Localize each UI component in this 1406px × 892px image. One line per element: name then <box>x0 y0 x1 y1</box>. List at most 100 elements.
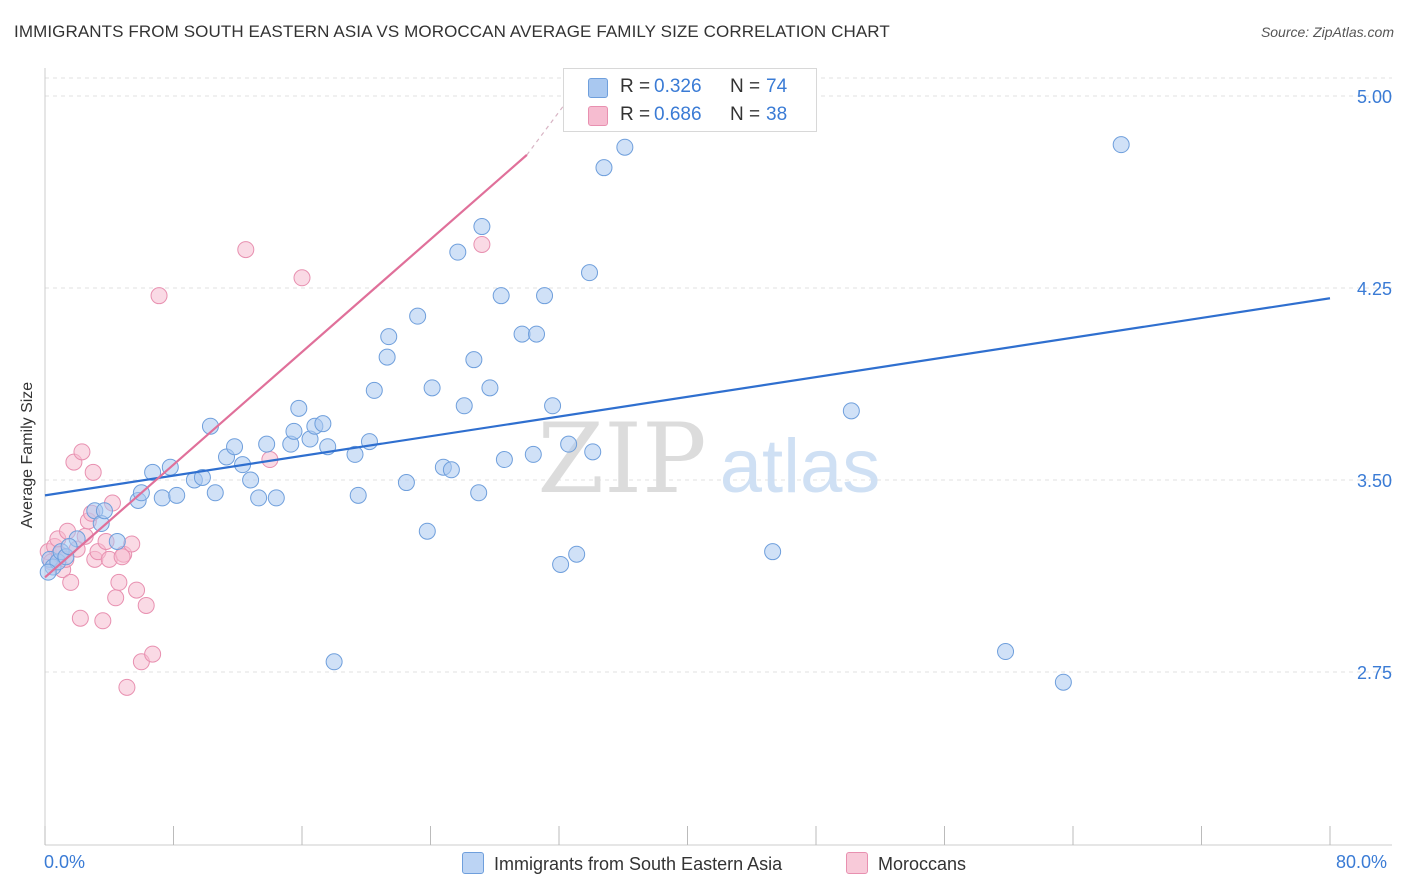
asia-point <box>481 379 499 397</box>
asia-point <box>226 438 244 456</box>
asia-point <box>168 486 186 504</box>
axes <box>44 68 1392 846</box>
legend-swatch-asia <box>588 78 608 98</box>
asia-point <box>250 489 268 507</box>
asia-point <box>842 402 860 420</box>
moroccans-point <box>73 443 91 461</box>
asia-point <box>418 522 436 540</box>
grid-lines <box>45 77 1392 673</box>
asia-point <box>616 138 634 156</box>
asia-point <box>560 435 578 453</box>
moroccans-point <box>473 235 491 253</box>
moroccans-point <box>71 609 89 627</box>
asia-point <box>397 474 415 492</box>
asia-point <box>595 159 613 177</box>
moroccans-point <box>110 573 128 591</box>
y-axis-label: Average Family Size <box>19 381 36 529</box>
asia-point <box>153 489 171 507</box>
asia-point <box>39 563 57 581</box>
moroccans-point <box>118 678 136 696</box>
asia-trend-line <box>44 297 1331 497</box>
moroccans-point <box>137 596 155 614</box>
asia-point <box>513 325 531 343</box>
chart-title: IMMIGRANTS FROM SOUTH EASTERN ASIA VS MO… <box>14 22 890 41</box>
asia-point <box>378 348 396 366</box>
watermark-atlas: atlas <box>720 424 881 509</box>
bottom-legend-swatch-asia <box>462 852 484 874</box>
asia-point <box>473 218 491 236</box>
source-note: Source: ZipAtlas.com <box>1260 24 1394 40</box>
trend-lines <box>44 100 1331 579</box>
x-min-label: 0.0% <box>44 852 86 872</box>
asia-point <box>492 287 510 305</box>
moroccans-point <box>150 287 168 305</box>
asia-point <box>544 397 562 415</box>
moroccans-point <box>62 573 80 591</box>
asia-point <box>536 287 554 305</box>
asia-point <box>365 381 383 399</box>
asia-point <box>258 435 276 453</box>
moroccans-point <box>237 241 255 259</box>
moroccans-point <box>84 463 102 481</box>
asia-point <box>193 468 211 486</box>
asia-point <box>206 484 224 502</box>
asia-point <box>568 545 586 563</box>
legend-n-label: N = <box>730 76 761 97</box>
asia-point <box>423 379 441 397</box>
asia-point <box>552 555 570 573</box>
bottom-legend-label-moroccans: Moroccans <box>878 854 967 874</box>
bottom-legend-moroccans: Moroccans <box>846 852 966 875</box>
watermark-zip: ZIP <box>537 403 706 515</box>
stats-legend: R = 0.326 N = 74 R = 0.686 N = 38 <box>563 68 817 132</box>
asia-point <box>495 451 513 469</box>
asia-point <box>380 328 398 346</box>
asia-point <box>60 538 78 556</box>
legend-r-value: 0.326 <box>654 76 702 97</box>
asia-point <box>997 643 1015 661</box>
y-tick-labels: 2.75 3.50 4.25 5.00 <box>1357 87 1392 683</box>
legend-n-value: 38 <box>766 104 788 125</box>
y-tick-label: 5.00 <box>1357 87 1392 107</box>
asia-point <box>584 443 602 461</box>
legend-swatch-moroccans <box>588 106 608 126</box>
asia-point <box>349 486 367 504</box>
asia-point <box>267 489 285 507</box>
y-tick-label: 3.50 <box>1357 471 1392 491</box>
asia-point <box>108 532 126 550</box>
moroccans-trend-line <box>44 154 528 579</box>
asia-point <box>1054 673 1072 691</box>
x-max-label: 80.0% <box>1336 852 1388 872</box>
moroccans-point <box>144 645 162 663</box>
asia-point <box>290 399 308 417</box>
asia-point <box>242 471 260 489</box>
asia-point <box>314 415 332 433</box>
moroccans-point <box>128 581 146 599</box>
asia-points <box>39 136 1130 691</box>
moroccans-point <box>107 589 125 607</box>
bottom-legend-asia: Immigrants from South Eastern Asia <box>462 852 782 875</box>
asia-point <box>95 502 113 520</box>
legend-n-value: 74 <box>766 76 788 97</box>
asia-point <box>524 445 542 463</box>
asia-point <box>346 445 364 463</box>
asia-point <box>528 325 546 343</box>
moroccans-point <box>94 612 112 630</box>
asia-point <box>455 397 473 415</box>
y-tick-label: 2.75 <box>1357 663 1392 683</box>
watermark: ZIP atlas <box>537 403 880 515</box>
y-tick-label: 4.25 <box>1357 279 1392 299</box>
asia-point <box>581 264 599 282</box>
asia-point <box>1112 136 1130 154</box>
asia-point <box>325 653 343 671</box>
asia-point <box>409 307 427 325</box>
asia-point <box>465 351 483 369</box>
asia-point <box>144 463 162 481</box>
moroccans-points <box>39 235 491 696</box>
legend-r-value: 0.686 <box>654 104 702 125</box>
moroccans-point <box>113 548 131 566</box>
asia-point <box>470 484 488 502</box>
asia-point <box>442 461 460 479</box>
asia-point <box>449 243 467 261</box>
bottom-legend-swatch-moroccans <box>846 852 868 874</box>
